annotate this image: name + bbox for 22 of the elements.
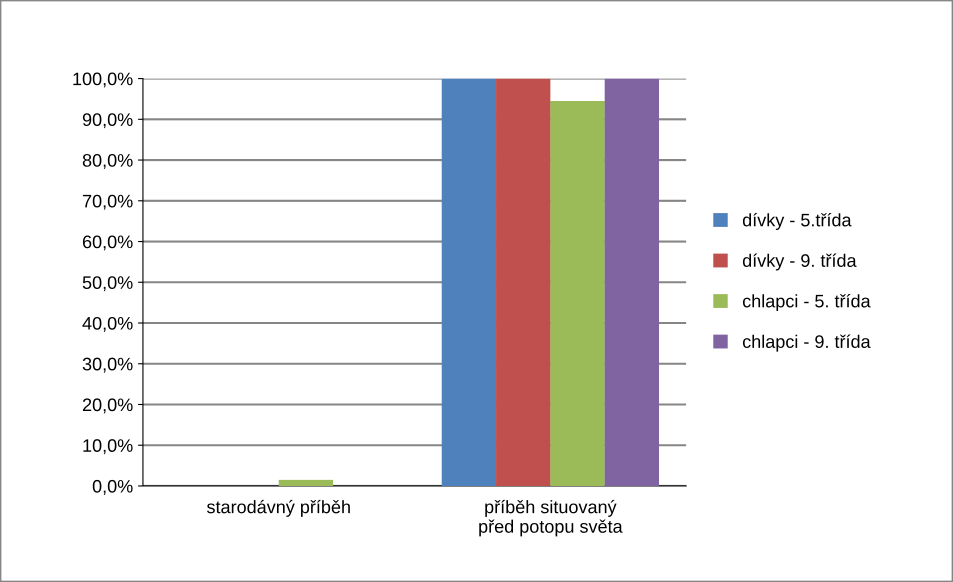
- legend-label: chlapci - 9. třída: [742, 334, 871, 352]
- x-tick-label: starodávný příběh: [206, 500, 350, 517]
- y-tick-label: 20,0%: [82, 398, 133, 414]
- legend-label: dívky - 9. třída: [742, 253, 857, 271]
- bar: [442, 78, 496, 486]
- y-tick-label: 80,0%: [82, 154, 133, 169]
- y-tick-label: 60,0%: [82, 235, 133, 250]
- y-tick-label: 70,0%: [82, 194, 133, 210]
- y-tick-label: 30,0%: [82, 358, 133, 373]
- y-tick-label: 100,0%: [73, 72, 133, 88]
- y-tick-label: 90,0%: [82, 113, 133, 128]
- bar: [550, 100, 605, 486]
- y-tick-label: 40,0%: [82, 316, 133, 332]
- legend-label: dívky - 5.třída: [742, 212, 852, 230]
- y-tick-label: 50,0%: [82, 276, 133, 292]
- bar: [278, 480, 334, 486]
- x-tick-label: příběh situovaný před potopu světa: [479, 500, 623, 536]
- bar: [496, 78, 550, 486]
- y-tick-label: 0,0%: [92, 480, 133, 495]
- legend-label: chlapci - 5. třída: [742, 294, 871, 312]
- y-tick-label: 10,0%: [83, 439, 133, 454]
- bar: [604, 78, 659, 486]
